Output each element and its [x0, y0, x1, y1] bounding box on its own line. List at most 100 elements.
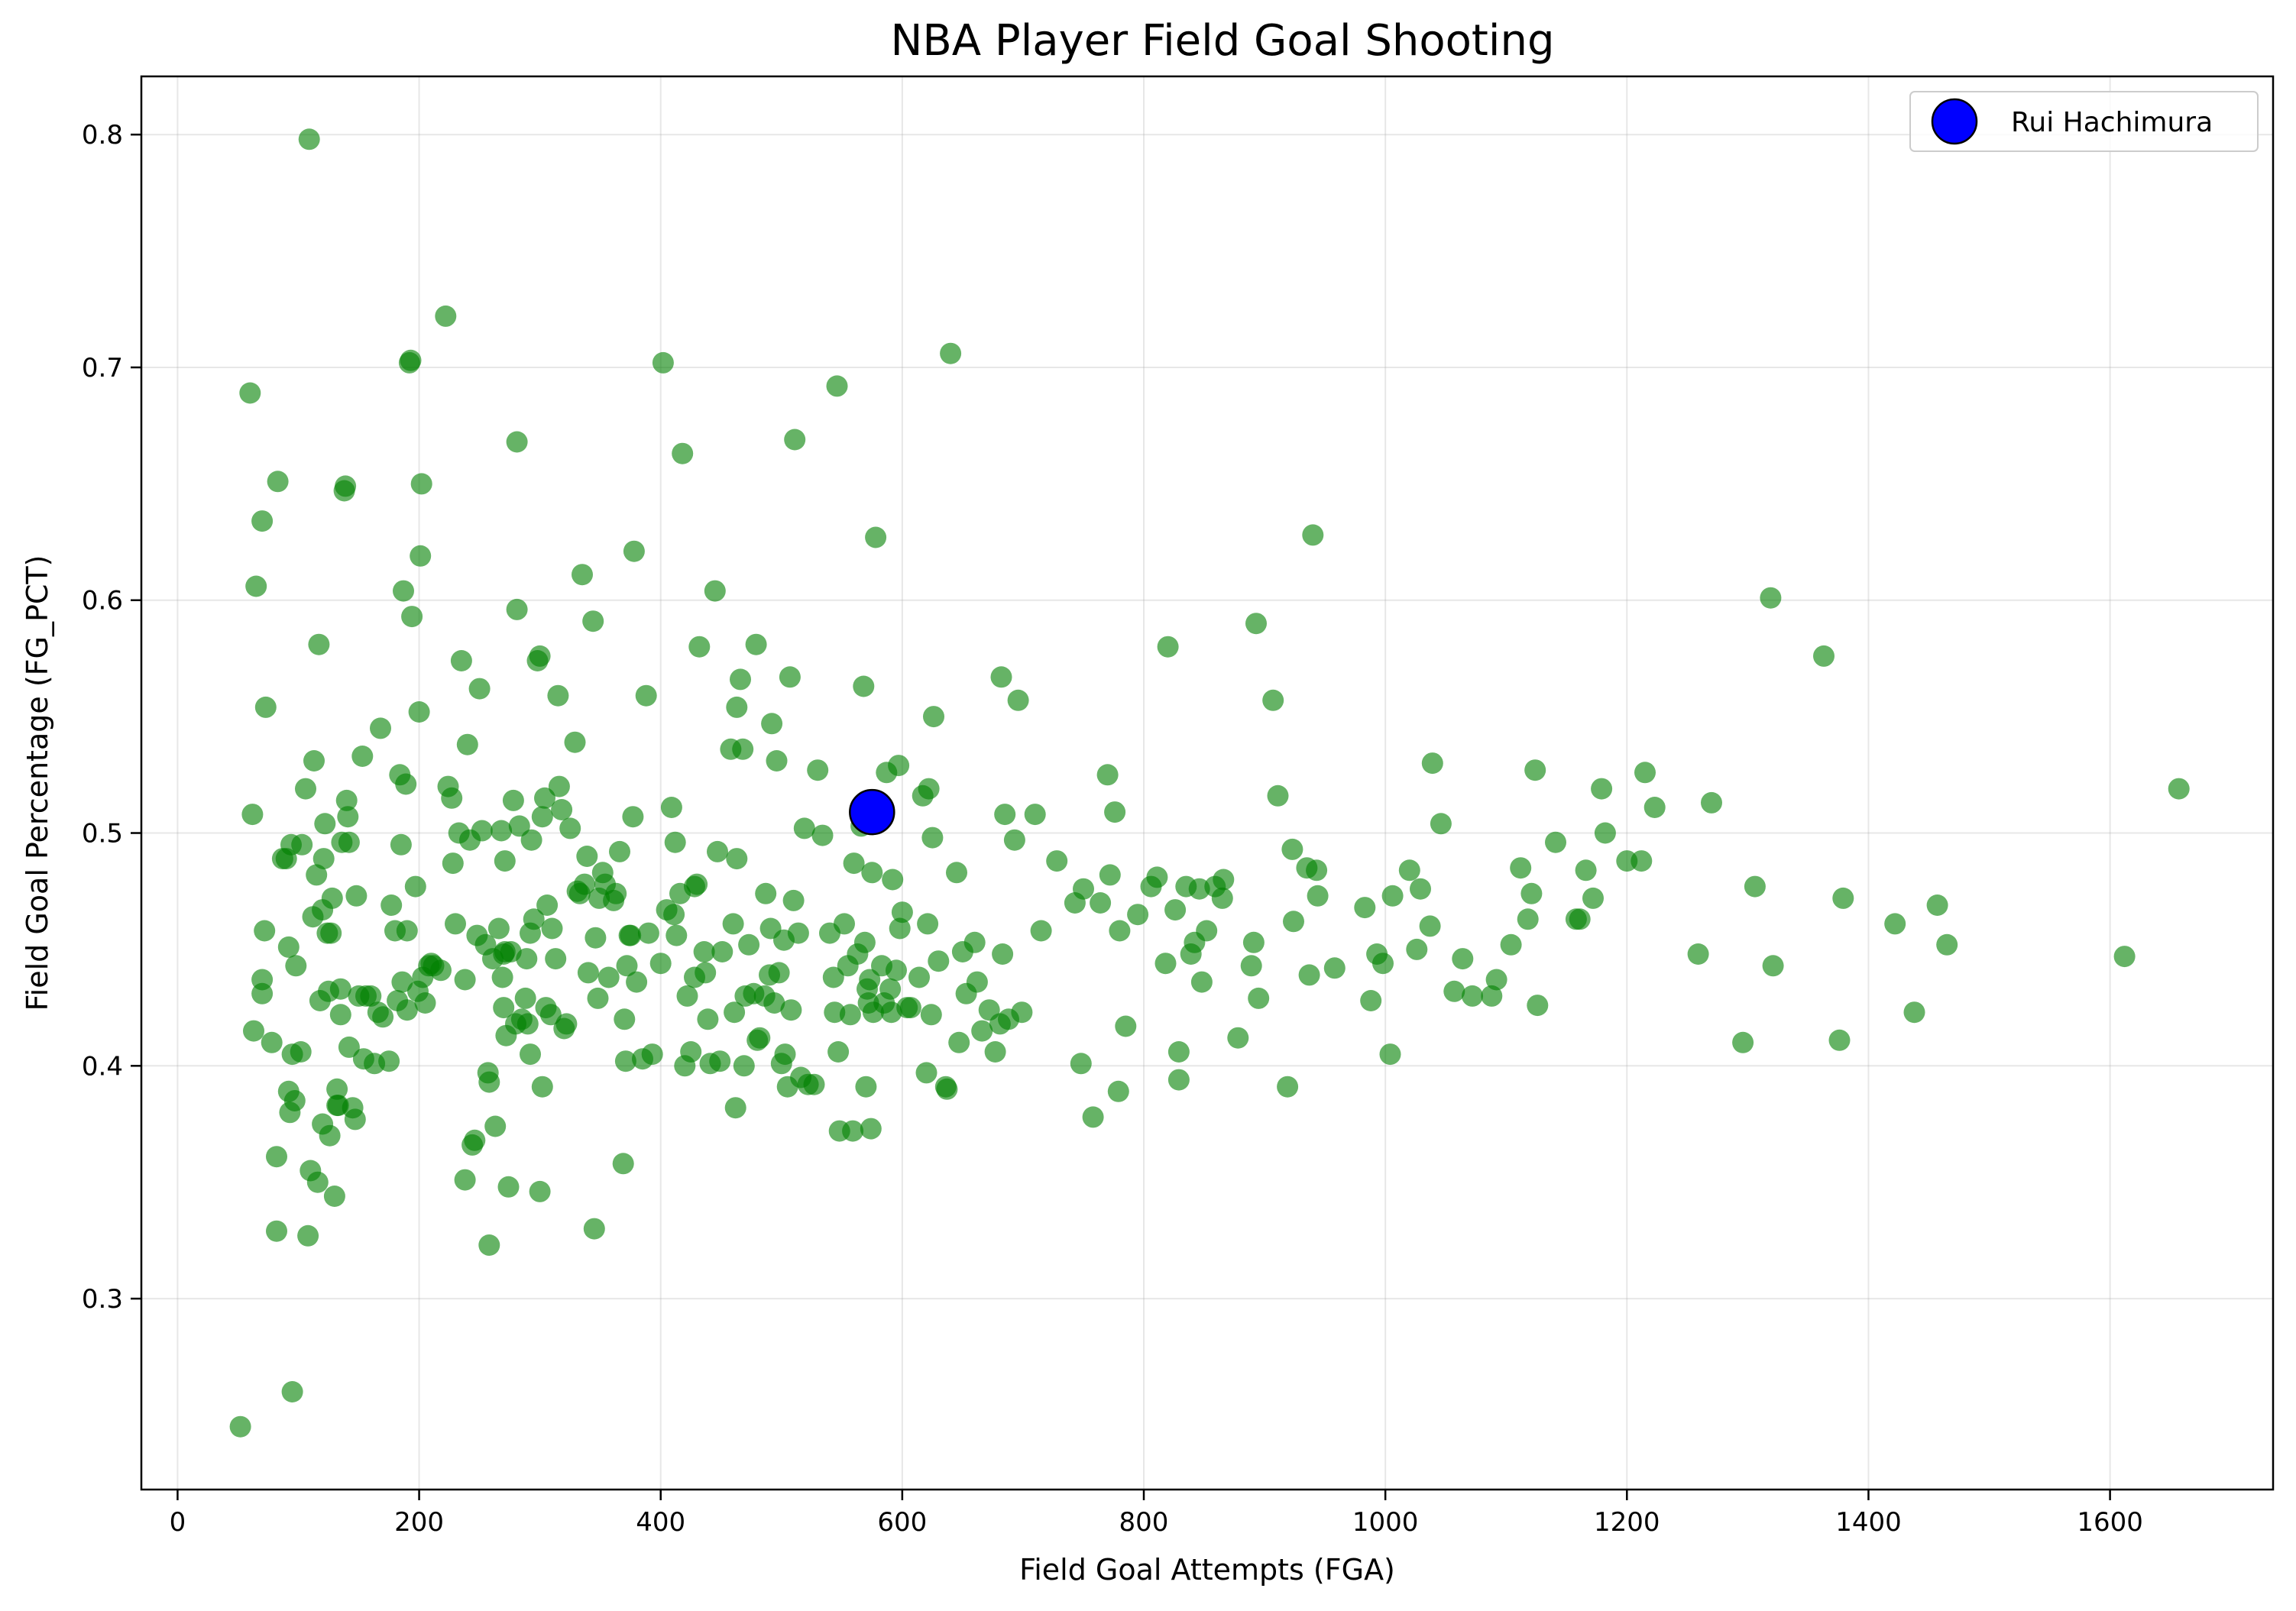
player-point	[396, 920, 418, 942]
player-point	[614, 1050, 636, 1072]
player-point	[1154, 953, 1177, 975]
player-point	[1227, 1027, 1249, 1049]
player-point	[308, 633, 330, 655]
player-point	[582, 610, 604, 632]
player-point	[663, 904, 685, 926]
player-point	[337, 806, 359, 828]
player-point	[454, 969, 476, 991]
player-point	[860, 1118, 882, 1140]
player-point	[395, 773, 417, 795]
player-point	[822, 966, 844, 988]
player-point	[1267, 784, 1289, 807]
player-point	[1510, 857, 1532, 879]
player-point	[842, 1120, 864, 1142]
x-tick-label: 0	[170, 1507, 186, 1538]
player-point	[454, 1169, 476, 1191]
player-point	[1104, 801, 1126, 823]
player-point	[1569, 908, 1591, 930]
player-point	[1398, 859, 1420, 882]
y-tick-label: 0.7	[82, 353, 123, 383]
player-point	[1167, 1069, 1190, 1091]
player-point	[401, 606, 423, 628]
y-tick-label: 0.5	[82, 819, 123, 849]
player-point	[435, 305, 457, 327]
player-point	[520, 1043, 541, 1066]
player-point	[688, 636, 711, 658]
player-point	[414, 992, 436, 1014]
player-point	[1631, 850, 1653, 872]
player-point	[266, 1220, 287, 1242]
player-point	[1070, 1053, 1092, 1075]
player-point	[917, 913, 939, 935]
player-point	[531, 1076, 553, 1098]
player-point	[787, 922, 809, 944]
player-point	[882, 869, 904, 891]
player-point	[879, 978, 902, 1000]
player-point	[1248, 987, 1270, 1009]
player-point	[1732, 1031, 1754, 1053]
player-point	[555, 1013, 578, 1035]
player-point	[1188, 878, 1210, 900]
y-tick-label: 0.6	[82, 586, 123, 616]
player-point	[1007, 689, 1029, 711]
player-point	[335, 475, 357, 497]
x-tick-label: 400	[636, 1507, 685, 1538]
player-point	[408, 701, 430, 723]
player-point	[298, 128, 320, 150]
player-point	[724, 1001, 746, 1024]
player-point	[506, 431, 528, 453]
player-point	[637, 922, 659, 944]
player-point	[774, 1043, 796, 1066]
player-point	[749, 1027, 771, 1049]
player-point	[1452, 948, 1474, 970]
player-point	[1813, 645, 1835, 667]
player-point	[1884, 913, 1906, 935]
player-point	[1127, 904, 1149, 926]
player-point	[1011, 1001, 1033, 1024]
player-point	[664, 831, 686, 853]
player-point	[523, 908, 545, 930]
player-point	[782, 889, 805, 911]
player-point	[1527, 995, 1549, 1017]
player-point	[680, 1041, 702, 1063]
player-point	[1372, 953, 1394, 975]
player-point	[281, 1381, 303, 1402]
player-point	[1575, 859, 1597, 882]
x-axis: 0 200 400 600 800 1000 1200 1400 1600	[170, 1490, 2143, 1538]
player-point	[445, 913, 466, 935]
player-point	[761, 713, 783, 735]
player-point	[326, 1078, 348, 1100]
player-point	[577, 962, 599, 984]
player-point	[1277, 1076, 1299, 1098]
player-point	[1832, 887, 1854, 909]
player-point	[1354, 897, 1376, 919]
player-point	[335, 789, 358, 811]
player-point	[531, 806, 553, 828]
player-point	[2168, 778, 2190, 800]
x-tick-label: 1000	[1352, 1507, 1419, 1538]
player-point	[733, 1055, 755, 1077]
player-point	[1634, 762, 1656, 784]
player-point	[576, 846, 598, 867]
y-tick-label: 0.3	[82, 1284, 123, 1315]
player-point	[726, 696, 748, 718]
player-point	[320, 922, 342, 944]
player-point	[468, 678, 491, 700]
player-point	[780, 999, 802, 1021]
player-point	[693, 941, 715, 962]
player-point	[381, 894, 403, 916]
plot-frame	[140, 75, 2275, 1491]
player-point	[344, 1108, 366, 1131]
player-point	[547, 684, 569, 707]
player-point	[484, 1115, 507, 1137]
legend-frame	[1909, 91, 2259, 152]
player-point	[529, 645, 551, 667]
player-point	[861, 862, 883, 884]
player-point	[1306, 859, 1328, 882]
player-point	[994, 804, 1016, 826]
player-point	[1926, 894, 1948, 916]
player-point	[1828, 1029, 1851, 1051]
player-point	[660, 797, 682, 818]
